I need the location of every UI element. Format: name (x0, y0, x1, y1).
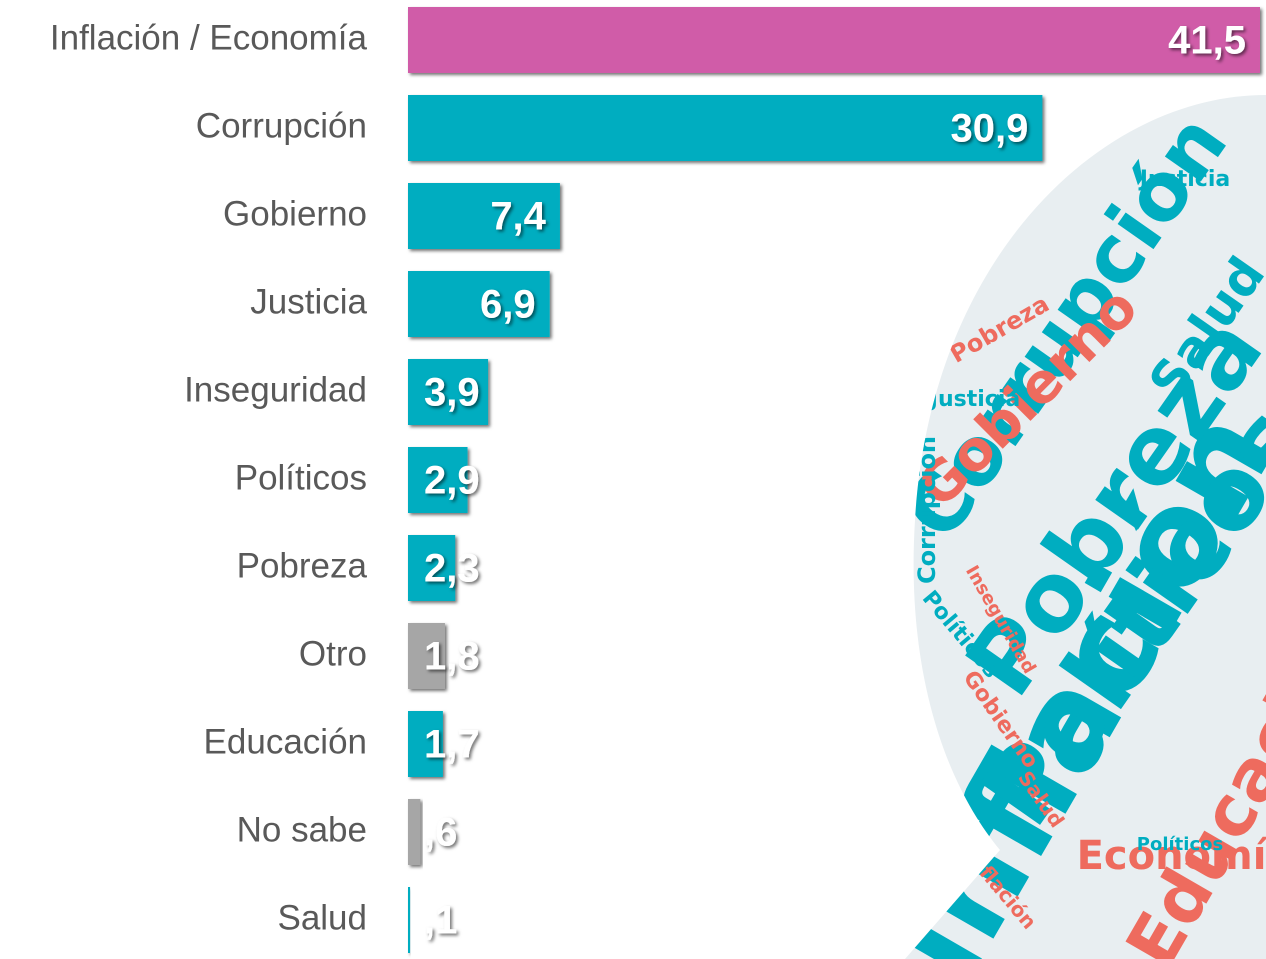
bar (408, 623, 445, 689)
category-label: Corrupción (196, 106, 367, 145)
category-label: No sabe (237, 810, 367, 849)
category-label: Justicia (250, 282, 367, 321)
bar (408, 887, 411, 953)
bar (408, 95, 1043, 161)
value-label: 41,5 (1168, 19, 1246, 63)
category-label: Pobreza (237, 546, 368, 585)
cloud-word: Políticos (1137, 834, 1223, 855)
bar (408, 271, 550, 337)
category-label: Inseguridad (184, 370, 367, 409)
value-label: 1,8 (424, 635, 480, 679)
bar (408, 535, 456, 601)
value-label: 1,7 (424, 723, 480, 767)
value-label: ,1 (424, 899, 457, 943)
bar (408, 447, 468, 513)
bar (408, 711, 443, 777)
value-label: 3,9 (424, 371, 480, 415)
value-label: 30,9 (951, 107, 1029, 151)
speech-bubble (905, 95, 1266, 959)
cloud-word: Corrupción (913, 436, 941, 584)
value-label: 2,3 (424, 547, 480, 591)
cloud-word: Economía (1077, 833, 1266, 879)
category-label: Otro (299, 634, 367, 673)
bars: Inflación / Economía 41,5 Corrupción 30,9 Go… (50, 7, 1260, 953)
bar (408, 359, 489, 425)
value-label: 7,4 (490, 195, 546, 239)
category-label: Gobierno (223, 194, 367, 233)
value-label: 6,9 (480, 283, 536, 327)
bar (408, 183, 560, 249)
category-label: Salud (277, 898, 367, 937)
value-label: ,6 (424, 811, 457, 855)
category-label: Políticos (235, 458, 367, 497)
value-label: 2,9 (424, 459, 480, 503)
cloud-word: Justicia (1138, 167, 1230, 192)
bar (408, 7, 1260, 73)
bar (408, 799, 421, 865)
cloud-word: Justicia (928, 387, 1020, 412)
category-label: Inflación / Economía (50, 18, 368, 57)
category-label: Educación (204, 722, 367, 761)
